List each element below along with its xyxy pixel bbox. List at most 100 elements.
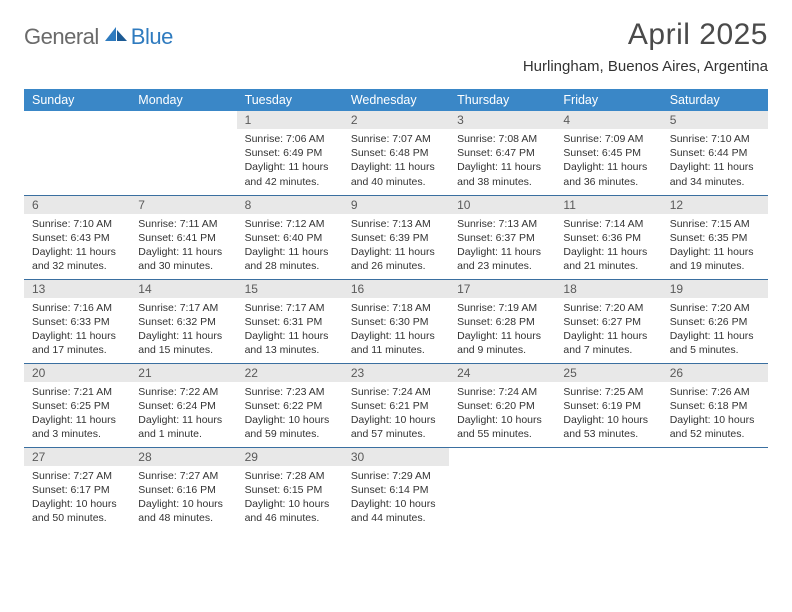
- sunrise-text: Sunrise: 7:24 AM: [351, 385, 441, 399]
- sunrise-text: Sunrise: 7:10 AM: [670, 132, 760, 146]
- calendar-day-cell: 18Sunrise: 7:20 AMSunset: 6:27 PMDayligh…: [555, 279, 661, 363]
- calendar-day-cell: 1Sunrise: 7:06 AMSunset: 6:49 PMDaylight…: [237, 111, 343, 195]
- daylight-text: Daylight: 11 hours and 42 minutes.: [245, 160, 335, 188]
- sunrise-text: Sunrise: 7:27 AM: [32, 469, 122, 483]
- calendar-day-cell: 14Sunrise: 7:17 AMSunset: 6:32 PMDayligh…: [130, 279, 236, 363]
- sunset-text: Sunset: 6:35 PM: [670, 231, 760, 245]
- day-content: Sunrise: 7:28 AMSunset: 6:15 PMDaylight:…: [237, 466, 343, 530]
- calendar-day-cell: 23Sunrise: 7:24 AMSunset: 6:21 PMDayligh…: [343, 363, 449, 447]
- sunrise-text: Sunrise: 7:28 AM: [245, 469, 335, 483]
- sunrise-text: Sunrise: 7:20 AM: [563, 301, 653, 315]
- sunset-text: Sunset: 6:40 PM: [245, 231, 335, 245]
- sunrise-text: Sunrise: 7:11 AM: [138, 217, 228, 231]
- sunrise-text: Sunrise: 7:13 AM: [351, 217, 441, 231]
- calendar-day-cell: 21Sunrise: 7:22 AMSunset: 6:24 PMDayligh…: [130, 363, 236, 447]
- daylight-text: Daylight: 11 hours and 36 minutes.: [563, 160, 653, 188]
- day-content: Sunrise: 7:17 AMSunset: 6:32 PMDaylight:…: [130, 298, 236, 362]
- day-number: 22: [237, 364, 343, 382]
- sunset-text: Sunset: 6:26 PM: [670, 315, 760, 329]
- sunrise-text: Sunrise: 7:22 AM: [138, 385, 228, 399]
- daylight-text: Daylight: 11 hours and 23 minutes.: [457, 245, 547, 273]
- daylight-text: Daylight: 11 hours and 1 minute.: [138, 413, 228, 441]
- sunrise-text: Sunrise: 7:07 AM: [351, 132, 441, 146]
- calendar-day-cell: 30Sunrise: 7:29 AMSunset: 6:14 PMDayligh…: [343, 447, 449, 531]
- sunrise-text: Sunrise: 7:19 AM: [457, 301, 547, 315]
- sunset-text: Sunset: 6:25 PM: [32, 399, 122, 413]
- daylight-text: Daylight: 11 hours and 9 minutes.: [457, 329, 547, 357]
- day-content: Sunrise: 7:07 AMSunset: 6:48 PMDaylight:…: [343, 129, 449, 193]
- calendar-day-cell: 20Sunrise: 7:21 AMSunset: 6:25 PMDayligh…: [24, 363, 130, 447]
- month-title: April 2025: [523, 18, 768, 52]
- calendar-day-cell: 27Sunrise: 7:27 AMSunset: 6:17 PMDayligh…: [24, 447, 130, 531]
- header: General Blue April 2025 Hurlingham, Buen…: [24, 18, 768, 75]
- sunrise-text: Sunrise: 7:10 AM: [32, 217, 122, 231]
- daylight-text: Daylight: 10 hours and 59 minutes.: [245, 413, 335, 441]
- day-content: Sunrise: 7:21 AMSunset: 6:25 PMDaylight:…: [24, 382, 130, 446]
- calendar-day-cell: [555, 447, 661, 531]
- weekday-header-row: Sunday Monday Tuesday Wednesday Thursday…: [24, 89, 768, 111]
- sunrise-text: Sunrise: 7:06 AM: [245, 132, 335, 146]
- sunset-text: Sunset: 6:37 PM: [457, 231, 547, 245]
- day-content: Sunrise: 7:16 AMSunset: 6:33 PMDaylight:…: [24, 298, 130, 362]
- day-content: Sunrise: 7:10 AMSunset: 6:43 PMDaylight:…: [24, 214, 130, 278]
- calendar-day-cell: 25Sunrise: 7:25 AMSunset: 6:19 PMDayligh…: [555, 363, 661, 447]
- day-content: Sunrise: 7:27 AMSunset: 6:17 PMDaylight:…: [24, 466, 130, 530]
- calendar-week-row: 1Sunrise: 7:06 AMSunset: 6:49 PMDaylight…: [24, 111, 768, 195]
- day-content: Sunrise: 7:25 AMSunset: 6:19 PMDaylight:…: [555, 382, 661, 446]
- day-number: 28: [130, 448, 236, 466]
- sunrise-text: Sunrise: 7:15 AM: [670, 217, 760, 231]
- calendar-day-cell: 10Sunrise: 7:13 AMSunset: 6:37 PMDayligh…: [449, 195, 555, 279]
- logo: General Blue: [24, 18, 173, 50]
- calendar-day-cell: [130, 111, 236, 195]
- calendar-day-cell: 17Sunrise: 7:19 AMSunset: 6:28 PMDayligh…: [449, 279, 555, 363]
- sunset-text: Sunset: 6:44 PM: [670, 146, 760, 160]
- day-number: 12: [662, 196, 768, 214]
- day-number: 20: [24, 364, 130, 382]
- weekday-header: Sunday: [24, 89, 130, 111]
- sunset-text: Sunset: 6:28 PM: [457, 315, 547, 329]
- calendar-page: General Blue April 2025 Hurlingham, Buen…: [0, 0, 792, 549]
- sunrise-text: Sunrise: 7:21 AM: [32, 385, 122, 399]
- day-content: Sunrise: 7:24 AMSunset: 6:20 PMDaylight:…: [449, 382, 555, 446]
- weekday-header: Monday: [130, 89, 236, 111]
- day-number: 13: [24, 280, 130, 298]
- sunset-text: Sunset: 6:43 PM: [32, 231, 122, 245]
- day-number: 8: [237, 196, 343, 214]
- day-content: Sunrise: 7:13 AMSunset: 6:37 PMDaylight:…: [449, 214, 555, 278]
- day-number: 16: [343, 280, 449, 298]
- day-content: Sunrise: 7:27 AMSunset: 6:16 PMDaylight:…: [130, 466, 236, 530]
- day-number: 30: [343, 448, 449, 466]
- sunset-text: Sunset: 6:19 PM: [563, 399, 653, 413]
- day-number: 24: [449, 364, 555, 382]
- calendar-week-row: 13Sunrise: 7:16 AMSunset: 6:33 PMDayligh…: [24, 279, 768, 363]
- day-number: 1: [237, 111, 343, 129]
- weekday-header: Thursday: [449, 89, 555, 111]
- daylight-text: Daylight: 11 hours and 3 minutes.: [32, 413, 122, 441]
- sunset-text: Sunset: 6:30 PM: [351, 315, 441, 329]
- sunset-text: Sunset: 6:36 PM: [563, 231, 653, 245]
- day-number: 29: [237, 448, 343, 466]
- calendar-day-cell: 7Sunrise: 7:11 AMSunset: 6:41 PMDaylight…: [130, 195, 236, 279]
- sunset-text: Sunset: 6:14 PM: [351, 483, 441, 497]
- day-number: 9: [343, 196, 449, 214]
- daylight-text: Daylight: 11 hours and 7 minutes.: [563, 329, 653, 357]
- day-content: Sunrise: 7:24 AMSunset: 6:21 PMDaylight:…: [343, 382, 449, 446]
- calendar-day-cell: 9Sunrise: 7:13 AMSunset: 6:39 PMDaylight…: [343, 195, 449, 279]
- day-content: Sunrise: 7:26 AMSunset: 6:18 PMDaylight:…: [662, 382, 768, 446]
- daylight-text: Daylight: 10 hours and 46 minutes.: [245, 497, 335, 525]
- day-content: Sunrise: 7:06 AMSunset: 6:49 PMDaylight:…: [237, 129, 343, 193]
- daylight-text: Daylight: 10 hours and 53 minutes.: [563, 413, 653, 441]
- calendar-day-cell: [24, 111, 130, 195]
- daylight-text: Daylight: 11 hours and 32 minutes.: [32, 245, 122, 273]
- sunset-text: Sunset: 6:45 PM: [563, 146, 653, 160]
- daylight-text: Daylight: 11 hours and 34 minutes.: [670, 160, 760, 188]
- calendar-day-cell: 6Sunrise: 7:10 AMSunset: 6:43 PMDaylight…: [24, 195, 130, 279]
- day-content: Sunrise: 7:19 AMSunset: 6:28 PMDaylight:…: [449, 298, 555, 362]
- calendar-day-cell: 12Sunrise: 7:15 AMSunset: 6:35 PMDayligh…: [662, 195, 768, 279]
- day-number: 18: [555, 280, 661, 298]
- sunset-text: Sunset: 6:24 PM: [138, 399, 228, 413]
- day-number: 19: [662, 280, 768, 298]
- calendar-table: Sunday Monday Tuesday Wednesday Thursday…: [24, 89, 768, 531]
- daylight-text: Daylight: 10 hours and 52 minutes.: [670, 413, 760, 441]
- daylight-text: Daylight: 11 hours and 13 minutes.: [245, 329, 335, 357]
